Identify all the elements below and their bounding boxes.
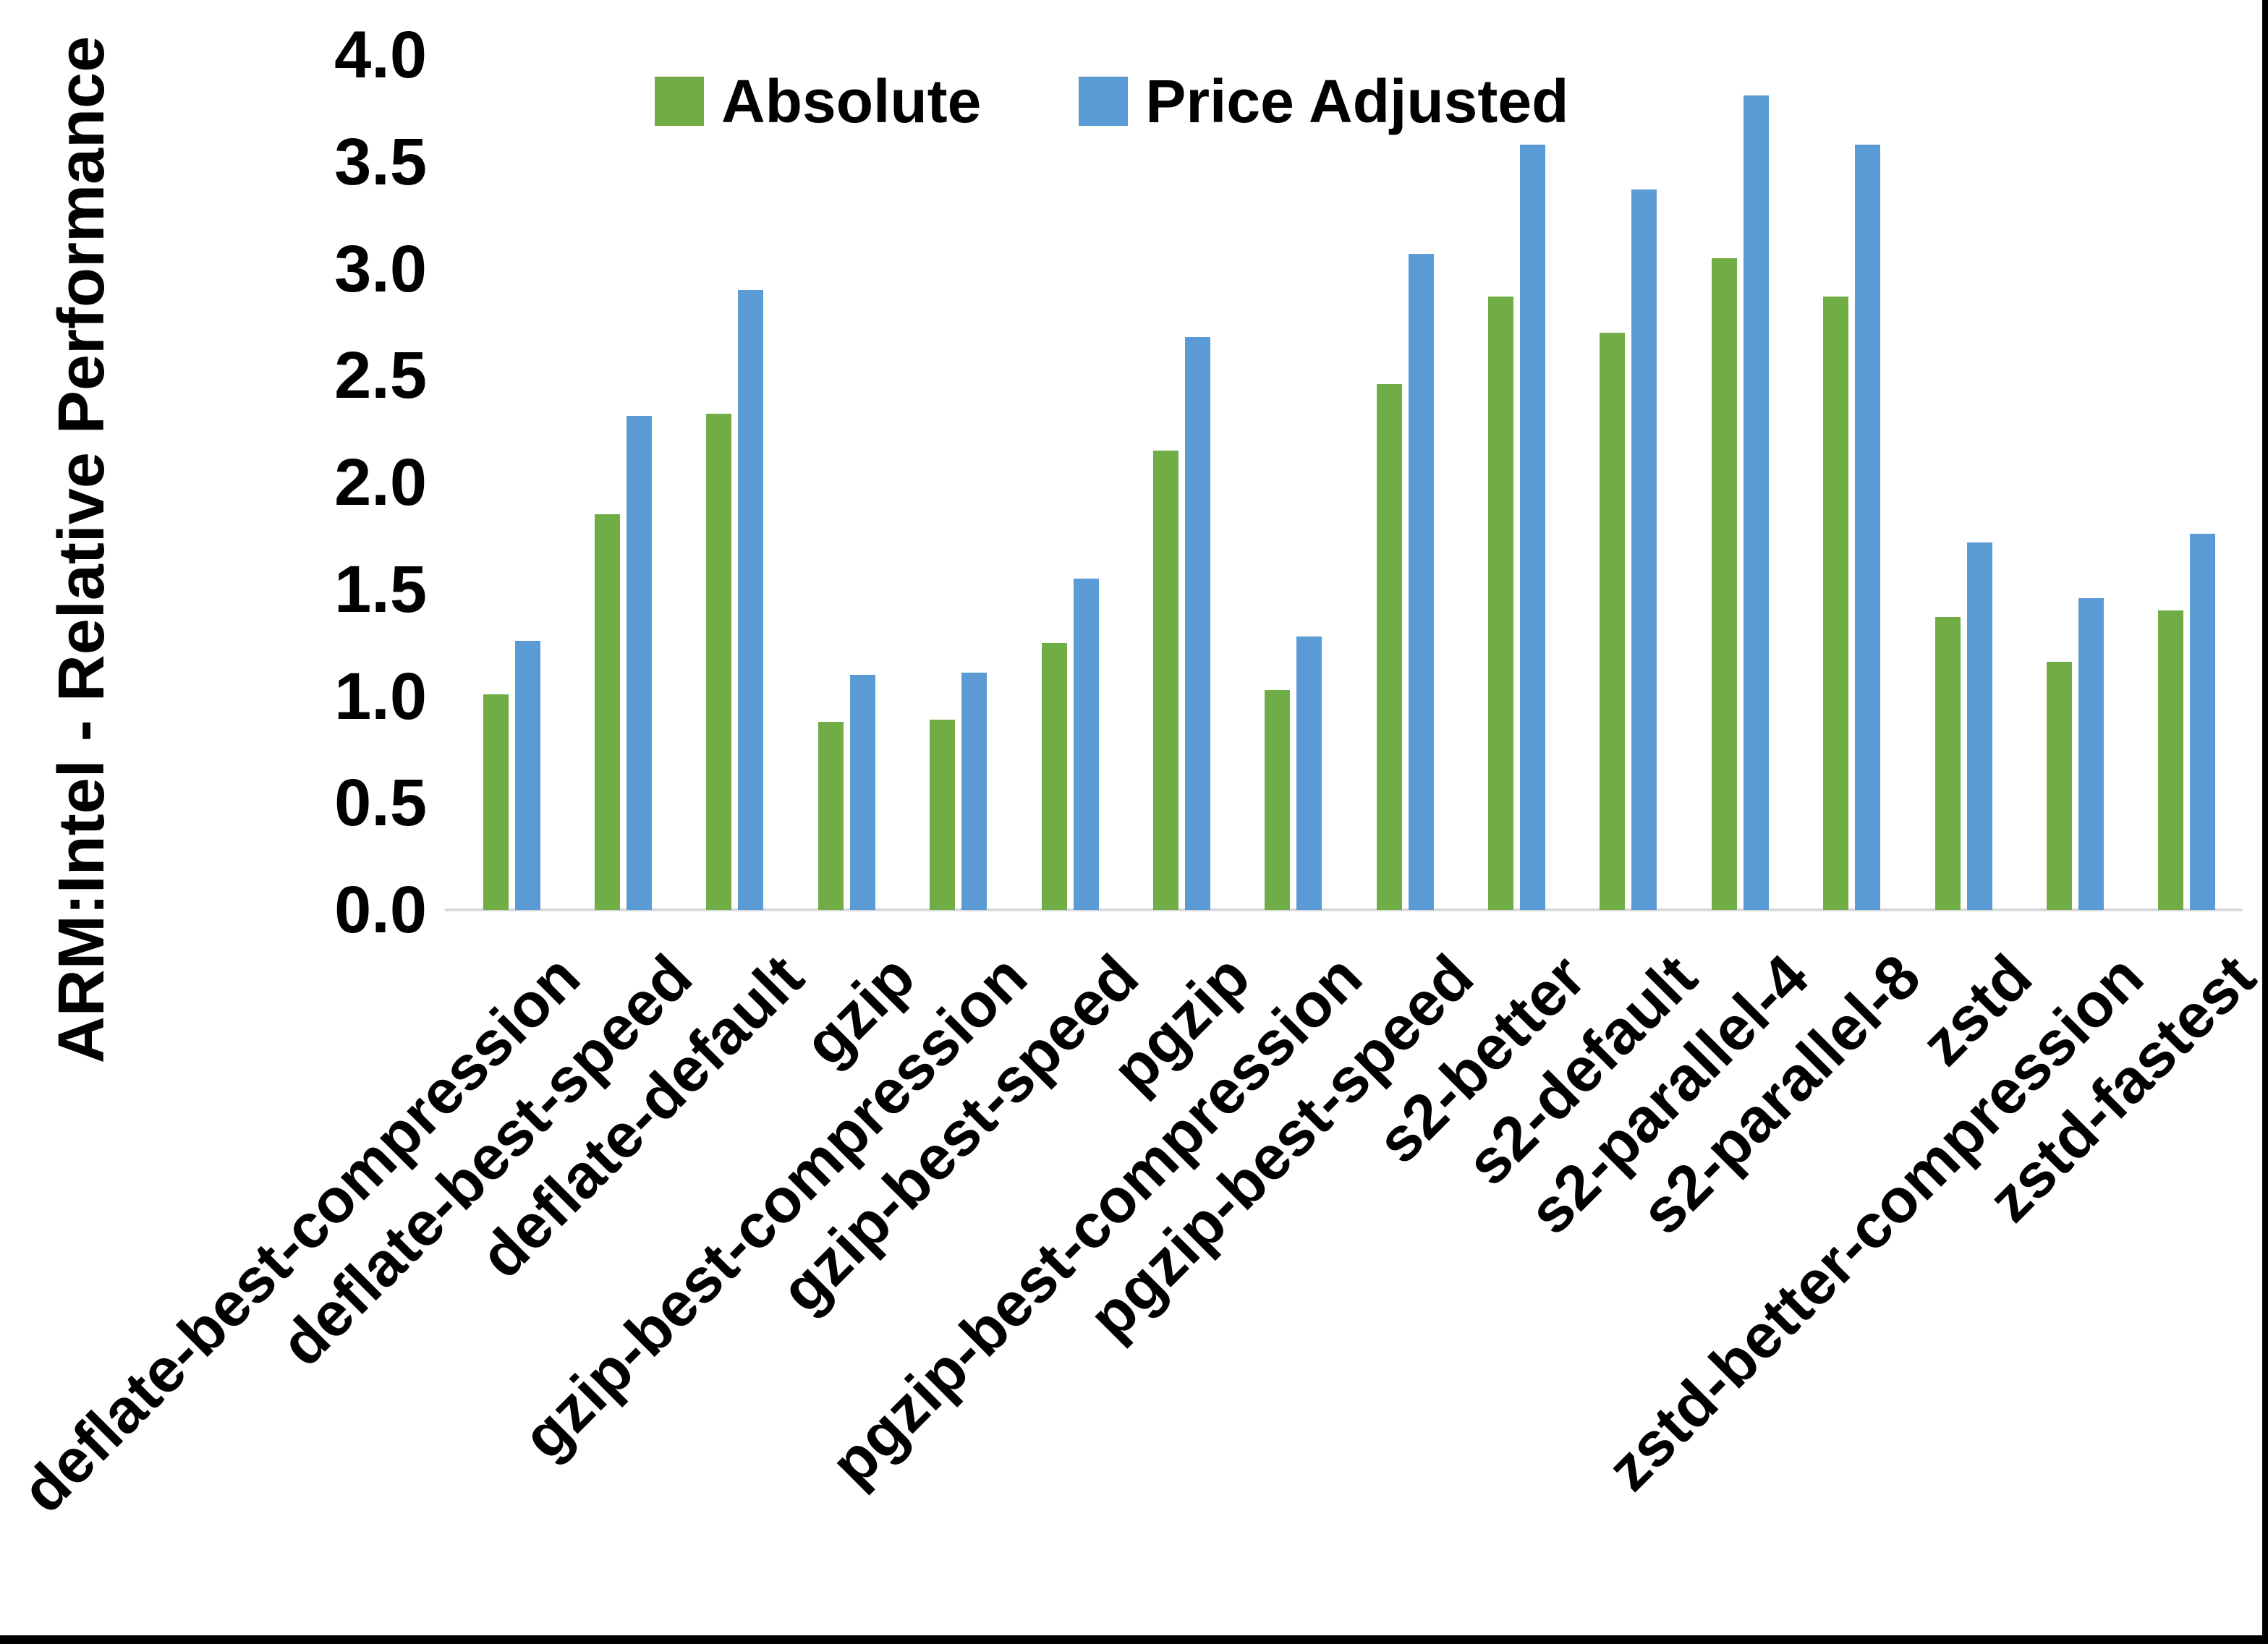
bar-price-adjusted-pgzip-best-speed xyxy=(1408,253,1434,910)
legend-swatch-price-adjusted xyxy=(1079,77,1129,126)
y-axis-tick-4.0: 4.0 xyxy=(334,18,427,92)
bar-absolute-pgzip-best-speed xyxy=(1376,384,1402,910)
bar-price-adjusted-s2-parallel-8 xyxy=(1855,145,1881,910)
bar-price-adjusted-zstd-better-compression xyxy=(2078,597,2104,910)
bar-absolute-deflate-best-speed xyxy=(595,514,621,910)
bar-absolute-s2-default xyxy=(1600,333,1626,910)
bar-absolute-s2-parallel-8 xyxy=(1823,296,1849,910)
window-border-bottom xyxy=(0,1635,2268,1644)
y-axis-title: ARM:Intel - Relative Performance xyxy=(46,35,118,1064)
bar-price-adjusted-zstd xyxy=(1966,542,1992,910)
bar-price-adjusted-deflate-best-speed xyxy=(627,416,653,910)
bar-price-adjusted-pgzip-best-compression xyxy=(1296,636,1322,910)
bar-absolute-gzip-best-compression xyxy=(930,720,956,910)
y-axis-tick-2.5: 2.5 xyxy=(334,338,427,413)
x-axis-line xyxy=(445,908,2243,911)
bar-absolute-zstd-better-compression xyxy=(2046,662,2072,910)
bar-price-adjusted-s2-default xyxy=(1631,189,1657,910)
bar-price-adjusted-s2-parallel-4 xyxy=(1743,95,1769,910)
legend-swatch-absolute xyxy=(655,77,704,126)
bar-absolute-zstd xyxy=(1934,617,1961,910)
bar-absolute-zstd-fastest xyxy=(2158,610,2184,910)
bar-price-adjusted-deflate-best-compression xyxy=(514,640,540,910)
y-axis-tick-3.0: 3.0 xyxy=(334,231,427,306)
y-axis-tick-3.5: 3.5 xyxy=(334,124,427,199)
y-axis-tick-0.0: 0.0 xyxy=(334,873,427,947)
y-axis-tick-0.5: 0.5 xyxy=(334,766,427,840)
legend-label-absolute: Absolute xyxy=(721,67,982,135)
bar-absolute-deflate-default xyxy=(706,414,732,910)
bar-absolute-deflate-best-compression xyxy=(483,694,509,910)
bar-price-adjusted-gzip-best-compression xyxy=(961,672,988,910)
y-axis-tick-2.0: 2.0 xyxy=(334,446,427,519)
bar-price-adjusted-gzip-best-speed xyxy=(1073,578,1099,910)
bar-price-adjusted-zstd-fastest xyxy=(2190,533,2216,910)
legend-item-price-adjusted: Price Adjusted xyxy=(1079,67,1569,135)
bar-absolute-gzip xyxy=(817,721,844,910)
bar-price-adjusted-gzip xyxy=(849,674,875,910)
bar-absolute-s2-parallel-4 xyxy=(1711,257,1737,910)
legend-item-absolute: Absolute xyxy=(655,67,982,135)
bar-price-adjusted-pgzip xyxy=(1184,337,1210,910)
bar-absolute-s2-better xyxy=(1488,296,1514,910)
bar-price-adjusted-deflate-default xyxy=(738,290,764,910)
window-border-right xyxy=(2262,0,2268,1644)
legend: Absolute Price Adjusted xyxy=(655,67,1569,135)
bar-absolute-pgzip-best-compression xyxy=(1265,689,1291,910)
bar-price-adjusted-s2-better xyxy=(1520,145,1546,910)
bar-absolute-gzip-best-speed xyxy=(1041,642,1067,910)
y-axis-tick-1.5: 1.5 xyxy=(334,552,427,626)
y-axis-tick-1.0: 1.0 xyxy=(334,659,427,733)
bar-absolute-pgzip xyxy=(1152,450,1178,910)
legend-label-price-adjusted: Price Adjusted xyxy=(1145,67,1569,135)
